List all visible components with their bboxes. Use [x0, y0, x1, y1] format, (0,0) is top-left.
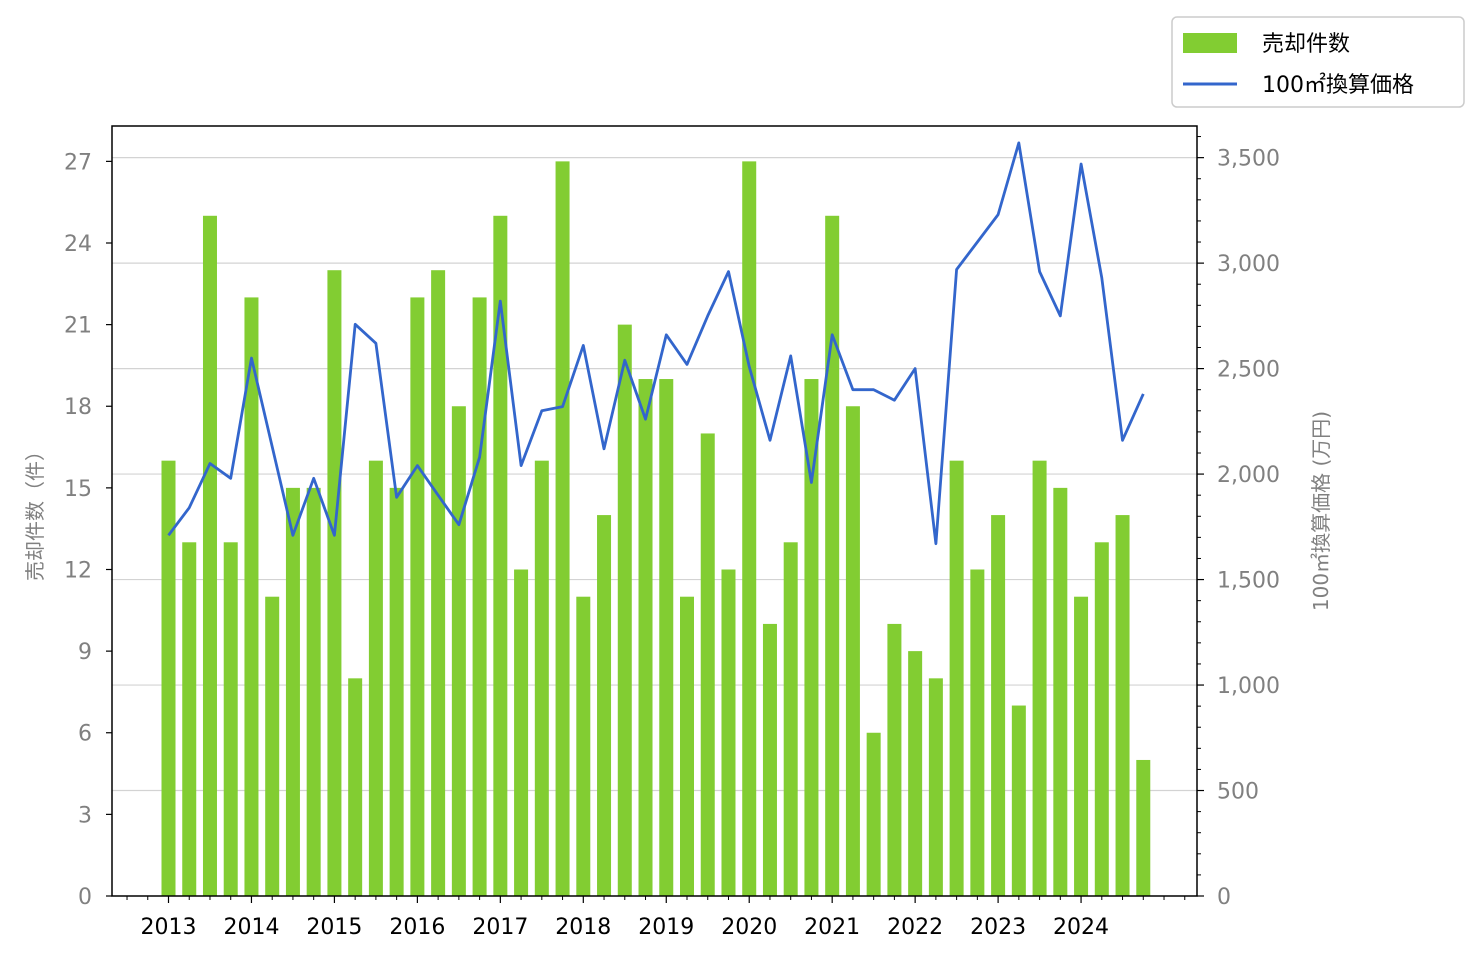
bar [638, 379, 653, 896]
bar [1074, 596, 1089, 896]
left-tick-label: 0 [78, 885, 92, 910]
bar [514, 569, 529, 896]
bar [410, 297, 425, 896]
legend-label-bar: 売却件数 [1262, 32, 1350, 57]
bar [762, 623, 777, 896]
bar [576, 596, 591, 896]
left-tick-label: 12 [64, 558, 92, 583]
bar [845, 406, 860, 896]
bar [783, 542, 798, 896]
bar [389, 487, 404, 896]
bar [202, 215, 217, 897]
left-tick-label: 18 [64, 395, 92, 420]
bar [1115, 515, 1130, 896]
bar [285, 487, 300, 896]
bar [866, 732, 881, 896]
bar [700, 433, 715, 896]
bar [617, 324, 632, 896]
left-tick-label: 3 [78, 803, 92, 828]
left-axis: 0 3 6 9 12 15 18 21 24 27 [64, 150, 112, 910]
bar [182, 542, 197, 896]
bar [223, 542, 238, 896]
x-tick-label: 2023 [970, 915, 1026, 940]
legend: 売却件数 100㎡換算価格 [1171, 16, 1465, 108]
bar [1032, 460, 1047, 896]
bar [1136, 759, 1151, 896]
legend-box [1171, 16, 1465, 108]
bar [265, 596, 280, 896]
right-tick-label: 3,000 [1217, 252, 1280, 277]
price-line [167, 141, 1145, 546]
bar [348, 678, 363, 896]
bar [161, 460, 176, 896]
right-tick-label: 3,500 [1217, 147, 1280, 172]
bar [368, 460, 383, 896]
left-tick-label: 24 [64, 232, 92, 257]
bar [1011, 705, 1026, 896]
right-tick-label: 1,500 [1217, 569, 1280, 594]
x-tick-label: 2016 [389, 915, 445, 940]
bar [991, 515, 1006, 896]
right-tick-label: 500 [1217, 780, 1259, 805]
bar [472, 297, 487, 896]
x-tick-label: 2021 [804, 915, 860, 940]
left-tick-label: 27 [64, 150, 92, 175]
right-tick-label: 2,000 [1217, 463, 1280, 488]
bar [244, 297, 259, 896]
bar [659, 379, 674, 896]
bar [431, 270, 446, 896]
left-tick-label: 15 [64, 477, 92, 502]
x-axis: 2013 2014 2015 2016 2017 2018 2019 2020 2021 2022… [126, 896, 1186, 940]
bar [1053, 487, 1068, 896]
left-axis-label: 売却件数（件） [23, 441, 47, 581]
bar [327, 270, 342, 896]
plot-frame [111, 125, 1198, 897]
right-axis: 0 500 1,000 1,500 2,000 2,500 3,000 3,500 [1197, 136, 1280, 910]
bar [555, 161, 570, 896]
x-tick-label: 2017 [472, 915, 528, 940]
legend-label-line: 100㎡換算価格 [1262, 72, 1414, 98]
x-tick-label: 2024 [1053, 915, 1109, 940]
line-series [167, 141, 1145, 546]
bar [928, 678, 943, 896]
right-tick-label: 1,000 [1217, 674, 1280, 699]
x-tick-label: 2015 [306, 915, 362, 940]
bar [825, 215, 840, 897]
bar [804, 379, 819, 896]
bar [597, 515, 612, 896]
bar [451, 406, 466, 896]
x-tick-label: 2018 [555, 915, 611, 940]
bar [887, 623, 902, 896]
right-tick-label: 2,500 [1217, 358, 1280, 383]
bar [493, 215, 508, 897]
bar [306, 487, 321, 896]
x-tick-label: 2014 [223, 915, 279, 940]
right-tick-label: 0 [1217, 885, 1231, 910]
bar [742, 161, 757, 896]
bar [970, 569, 985, 896]
bar [1094, 542, 1109, 896]
bar [949, 460, 964, 896]
x-tick-label: 2019 [638, 915, 694, 940]
left-tick-label: 21 [64, 314, 92, 339]
left-tick-label: 9 [78, 640, 92, 665]
x-tick-label: 2022 [887, 915, 943, 940]
right-axis-label: 100㎡換算価格 (万円) [1309, 411, 1333, 611]
bar [721, 569, 736, 896]
x-tick-label: 2013 [141, 915, 197, 940]
legend-swatch-bar [1183, 33, 1237, 53]
bar [534, 460, 549, 896]
bars-series [161, 161, 1151, 897]
bar [680, 596, 694, 896]
left-tick-label: 6 [78, 722, 92, 747]
x-tick-label: 2020 [721, 915, 777, 940]
bar [908, 651, 923, 896]
